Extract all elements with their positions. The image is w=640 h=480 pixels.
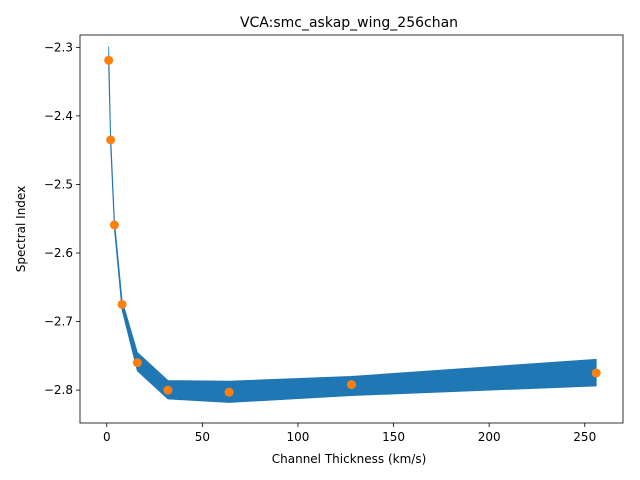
x-tick-label: 0 — [103, 430, 111, 444]
x-tick-label: 200 — [478, 430, 501, 444]
data-points-layer — [104, 55, 601, 397]
y-axis-label: Spectral Index — [14, 186, 28, 272]
y-tick-label: −2.4 — [44, 109, 73, 123]
data-point — [104, 55, 114, 65]
axes: 0 50 100 150 200 250 −2.3 −2.4 −2.5 −2.6 −2.7 −2.8 — [44, 34, 624, 444]
plot-frame — [79, 34, 624, 424]
x-axis-label: Channel Thickness (km/s) — [272, 452, 427, 466]
x-tick-label: 150 — [382, 430, 405, 444]
data-point — [106, 135, 116, 145]
y-tick-label: −2.7 — [44, 315, 73, 329]
data-point — [224, 387, 234, 397]
data-point — [132, 358, 142, 368]
y-tick-label: −2.5 — [44, 177, 73, 191]
data-point — [591, 368, 601, 378]
chart-title: VCA:smc_askap_wing_256chan — [240, 15, 458, 31]
x-tick-label: 50 — [195, 430, 210, 444]
y-tick-label: −2.6 — [44, 246, 73, 260]
y-tick-label: −2.3 — [44, 40, 73, 54]
data-point — [163, 385, 173, 395]
data-point — [347, 380, 356, 390]
x-tick-label: 250 — [573, 430, 596, 444]
data-point — [117, 299, 127, 309]
data-point — [109, 220, 119, 230]
x-tick-label: 100 — [287, 430, 310, 444]
y-tick-label: −2.8 — [44, 383, 73, 397]
